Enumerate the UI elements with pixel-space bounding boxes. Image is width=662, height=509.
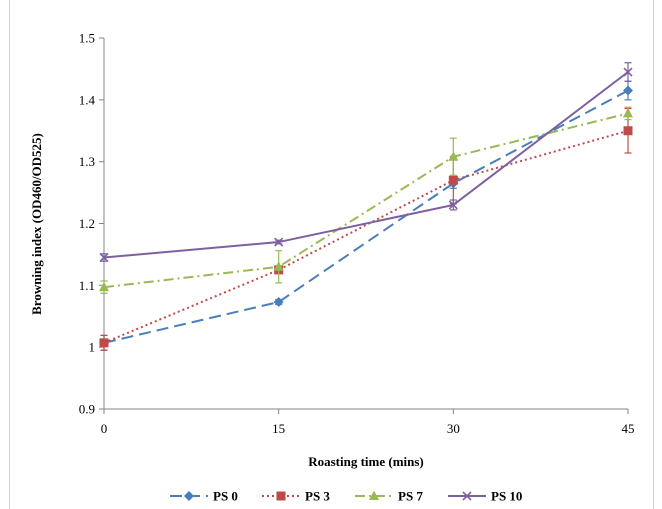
series-ps-7: [99, 107, 633, 293]
legend: PS 0 PS 3 PS 7 PS 10: [170, 489, 522, 504]
series-ps-10: [100, 63, 632, 262]
x-tick-label: 45: [622, 421, 635, 436]
y-tick-label: 1.3: [79, 154, 95, 169]
x-tick-label: 0: [101, 421, 108, 436]
x-axis-label: Roasting time (mins): [308, 454, 424, 469]
legend-label: PS 10: [491, 489, 522, 504]
x-tick-labels: 0 15 30 45: [101, 421, 635, 436]
series-line: [104, 113, 628, 287]
legend-item: PS 10: [448, 489, 522, 504]
series-line: [104, 131, 628, 343]
data-point: [623, 86, 633, 96]
series-group: [99, 63, 633, 351]
x-tick-label: 15: [272, 421, 285, 436]
data-point: [100, 338, 109, 347]
series-line: [104, 91, 628, 343]
x-tick-label: 30: [447, 421, 460, 436]
data-point: [623, 108, 633, 118]
series-ps-3: [100, 108, 633, 350]
legend-label: PS 3: [305, 489, 330, 504]
legend-item: PS 0: [170, 489, 238, 504]
y-tick-label: 1.5: [79, 31, 95, 46]
y-tick-label: 1.2: [79, 216, 95, 231]
legend-marker: [277, 492, 286, 501]
y-tick-label: 1.1: [79, 278, 95, 293]
legend-marker: [184, 491, 194, 501]
legend-label: PS 7: [398, 489, 423, 504]
axes: [99, 38, 628, 414]
y-tick-label: 1: [89, 340, 96, 355]
y-tick-labels: 0.9 1 1.1 1.2 1.3 1.4 1.5: [79, 31, 96, 417]
series-line: [104, 72, 628, 258]
legend-item: PS 7: [355, 489, 423, 504]
legend-label: PS 0: [213, 489, 238, 504]
legend-item: PS 3: [262, 489, 330, 504]
y-tick-label: 1.4: [79, 92, 96, 107]
data-point: [624, 126, 633, 135]
y-tick-label: 0.9: [79, 402, 95, 417]
y-axis-label: Browning index (OD460/OD525): [29, 133, 44, 315]
data-point: [449, 176, 458, 185]
series-ps-0: [99, 81, 633, 350]
